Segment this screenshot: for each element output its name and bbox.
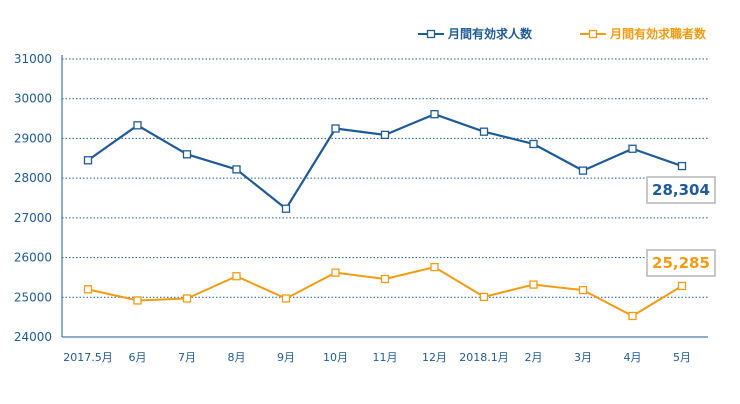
data-point: [380, 274, 390, 284]
x-tick-label: 4月: [624, 351, 642, 364]
legend-swatch-marker: [426, 29, 436, 39]
y-tick-label: 25000: [14, 290, 52, 304]
data-point: [578, 166, 588, 175]
series-line: [87, 113, 683, 210]
data-point: [83, 285, 93, 294]
data-point: [430, 110, 439, 119]
y-tick-label: 26000: [14, 251, 52, 265]
data-point: [529, 139, 538, 149]
data-point: [232, 272, 241, 281]
data-point: [281, 204, 291, 213]
value-callout-label: 25,285: [652, 254, 710, 272]
data-point: [628, 144, 637, 153]
x-tick-label: 9月: [277, 351, 295, 364]
data-point: [133, 296, 142, 305]
data-point: [331, 124, 340, 133]
value-callout-label: 28,304: [652, 181, 710, 199]
data-point: [182, 294, 192, 303]
data-point: [281, 294, 291, 303]
y-tick-label: 31000: [14, 52, 52, 66]
x-tick-label: 2月: [525, 351, 543, 364]
data-point: [628, 311, 637, 321]
data-point: [380, 130, 390, 140]
data-point: [479, 292, 489, 302]
x-tick-label: 12月: [422, 351, 447, 364]
x-tick-label: 5月: [673, 351, 691, 364]
value-callout-box: [646, 249, 716, 277]
y-tick-label: 29000: [14, 131, 52, 145]
data-point: [182, 150, 192, 159]
x-tick-label: 3月: [574, 351, 592, 364]
data-point: [83, 156, 93, 165]
y-tick-label: 28000: [14, 171, 52, 185]
y-tick-label: 30000: [14, 92, 52, 106]
legend-swatch-marker: [588, 29, 598, 39]
series-line: [87, 266, 683, 317]
data-point: [331, 268, 340, 277]
data-point: [677, 281, 687, 291]
data-point: [578, 285, 588, 295]
value-callout-box: [646, 176, 716, 204]
data-point: [232, 165, 241, 174]
x-tick-label: 11月: [373, 351, 398, 364]
data-point: [430, 262, 439, 272]
y-tick-label: 27000: [14, 211, 52, 225]
data-point: [677, 161, 687, 171]
legend-label: 月間有効求職者数: [609, 26, 707, 41]
data-point: [133, 121, 142, 130]
data-point: [479, 127, 489, 136]
y-tick-label: 24000: [14, 330, 52, 344]
x-tick-label: 6月: [129, 351, 147, 364]
x-tick-label: 8月: [228, 351, 246, 364]
x-tick-label: 10月: [323, 351, 348, 364]
data-point: [529, 280, 538, 289]
legend-label: 月間有効求人数: [447, 26, 533, 41]
x-tick-label: 2017.5月: [63, 351, 113, 364]
x-tick-label: 2018.1月: [459, 351, 509, 364]
x-tick-label: 7月: [178, 351, 196, 364]
